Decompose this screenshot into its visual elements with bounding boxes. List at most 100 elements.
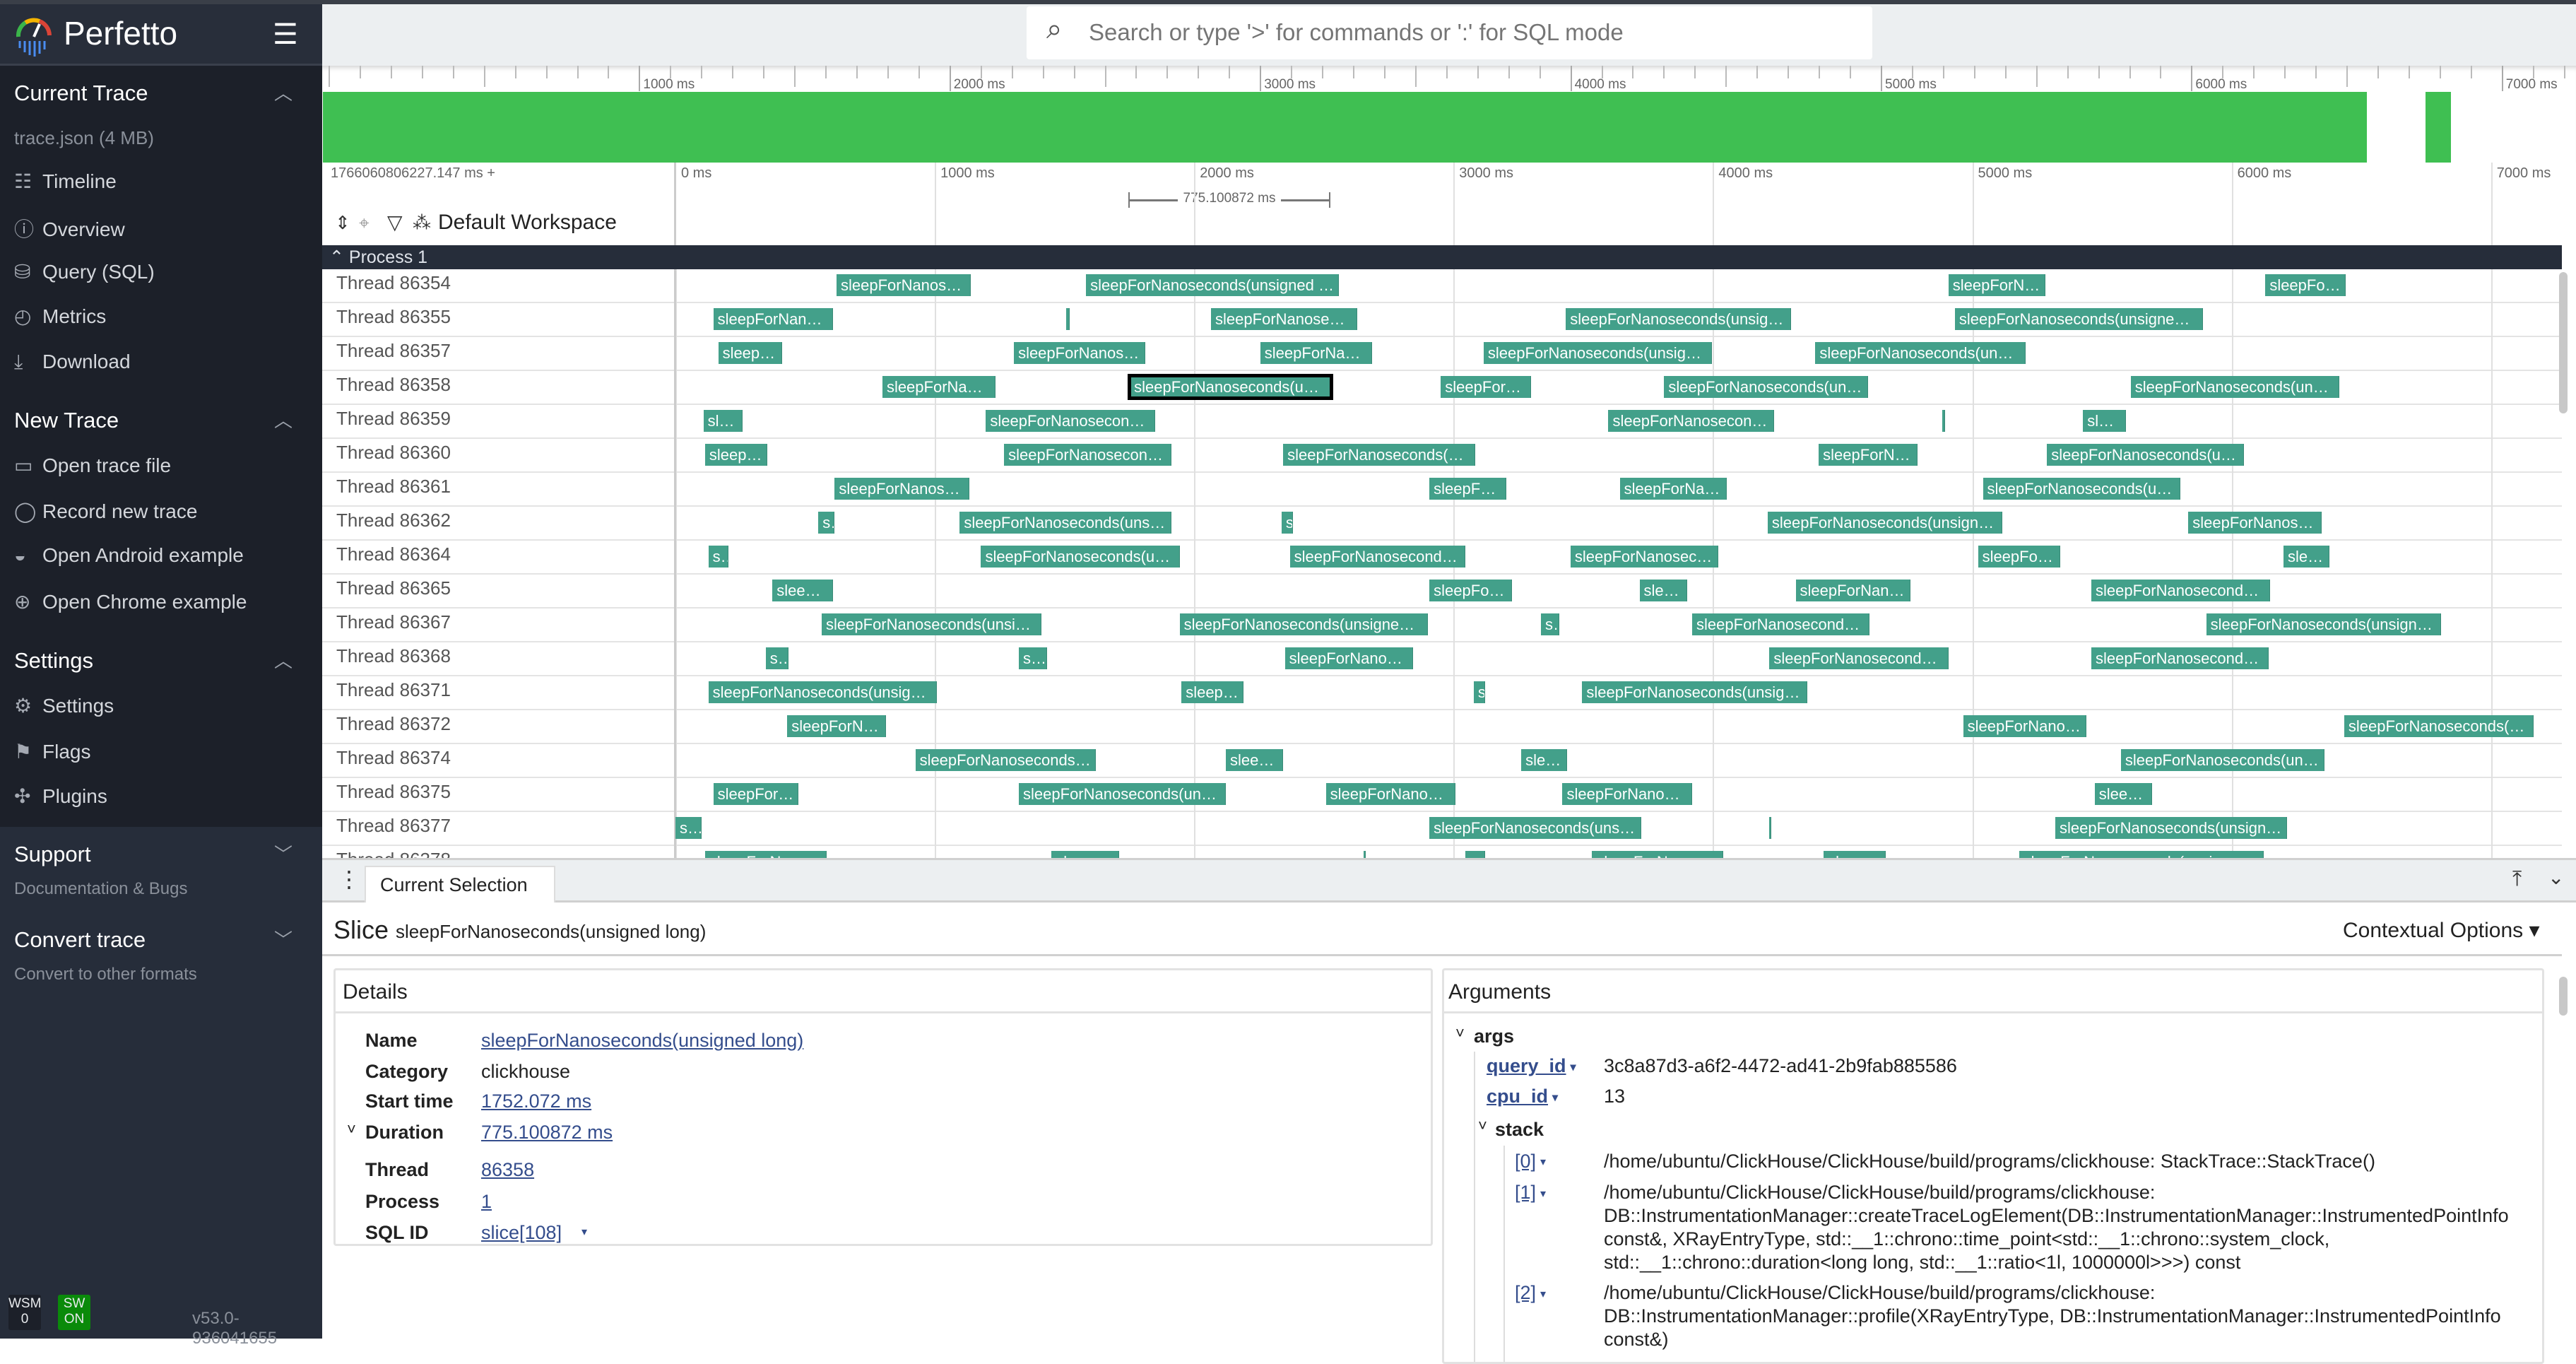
- slice[interactable]: sleepForNanoseconds(unsigned long): [1767, 512, 2003, 534]
- slice[interactable]: sleepForNanoseconds(unsigned long): [1795, 580, 1911, 601]
- slice[interactable]: sleepForNanoseconds(unsigned long): [1429, 478, 1507, 500]
- slice[interactable]: sleepForNanoseconds(unsigned long): [1225, 749, 1284, 771]
- thread-track[interactable]: Thread 86360 sleepForNanoseconds(unsigned…: [322, 439, 2562, 473]
- chevron-down-icon[interactable]: ˅: [1478, 1117, 1487, 1134]
- slice[interactable]: sleepForNanoseconds(unsigned long): [981, 546, 1180, 568]
- slice[interactable]: sleepForNanoseconds(unsigned long): [1086, 274, 1340, 296]
- stack-key-wrap[interactable]: [1] ▾: [1515, 1181, 1604, 1205]
- slice[interactable]: sleepForNanoseconds(unsigned long): [704, 851, 827, 858]
- stack-key[interactable]: [2]: [1515, 1282, 1537, 1304]
- slice[interactable]: sleepForNanoseconds(unsigned long): [708, 546, 728, 568]
- chevron-down-icon[interactable]: ﹀: [274, 844, 293, 865]
- thread-track[interactable]: Thread 86367 sleepForNanoseconds(unsigned…: [322, 608, 2562, 642]
- slice[interactable]: sleepForNanoseconds(unsigned long): [787, 715, 886, 737]
- slice[interactable]: sleepForNanoseconds(unsigned long): [1541, 613, 1559, 635]
- caret-down-icon[interactable]: ▾: [1540, 1187, 1547, 1200]
- detail-value[interactable]: 1752.072 ms: [481, 1090, 592, 1112]
- thread-track[interactable]: Thread 86357 sleepForNanoseconds(unsigned…: [322, 337, 2562, 371]
- slice[interactable]: sleepForNanoseconds(unsigned long): [1465, 851, 1486, 858]
- thread-track[interactable]: Thread 86372 sleepForNanoseconds(unsigned…: [322, 710, 2562, 744]
- slice[interactable]: sleepForNanoseconds(unsigned long): [1014, 342, 1145, 364]
- slice[interactable]: sleepForNanoseconds(unsigned long): [704, 444, 768, 466]
- caret-down-icon[interactable]: ▾: [1540, 1156, 1547, 1169]
- sidebar-item-open-android-example[interactable]: ◒ Open Android example: [14, 544, 244, 567]
- sidebar-item-record-new-trace[interactable]: ◯ Record new trace: [14, 500, 197, 523]
- slice[interactable]: sleepForNanoseconds(unsigned long): [713, 308, 834, 330]
- stack-key[interactable]: [3]: [1515, 1359, 1536, 1362]
- sidebar-item-metrics[interactable]: ◴ Metrics: [14, 305, 106, 328]
- slice[interactable]: sleepForNanoseconds(unsigned long): [1954, 308, 2204, 330]
- thread-track[interactable]: Thread 86355 sleepForNanoseconds(unsigned…: [322, 303, 2562, 337]
- slice[interactable]: sleepForNanoseconds(unsigned long): [1019, 647, 1047, 669]
- slice[interactable]: sleepForNanoseconds(unsigned long): [1963, 715, 2086, 737]
- search-input[interactable]: [1089, 13, 1859, 52]
- thread-track[interactable]: Thread 86374 sleepForNanoseconds(unsigned…: [322, 744, 2562, 778]
- slice[interactable]: sleepForNanoseconds(unsigned long): [1181, 681, 1244, 703]
- panel-scrollbar[interactable]: [2559, 977, 2568, 1016]
- thread-track[interactable]: Thread 86365 sleepForNanoseconds(unsigned…: [322, 575, 2562, 608]
- chevron-down-icon[interactable]: ˅: [347, 1120, 356, 1138]
- slice[interactable]: sleepForNanoseconds(unsigned long): [1283, 444, 1476, 466]
- hamburger-menu-icon[interactable]: ☰: [273, 19, 298, 50]
- chevron-up-icon[interactable]: ︿: [274, 410, 293, 431]
- chevron-down-icon[interactable]: ⌄: [2548, 866, 2565, 888]
- slice[interactable]: sleepForNanoseconds(unsigned long): [703, 410, 743, 432]
- thread-track[interactable]: Thread 86361 sleepForNanoseconds(unsigned…: [322, 473, 2562, 507]
- args-group[interactable]: args: [1474, 1025, 1515, 1047]
- chevron-down-icon[interactable]: ﹀: [274, 929, 293, 951]
- slice[interactable]: sleepForNanoseconds(unsigned long): [675, 817, 702, 839]
- slice[interactable]: sleepForNanoseconds(unsigned long): [1284, 647, 1413, 669]
- thread-track[interactable]: Thread 86364 sleepForNanoseconds(unsigned…: [322, 541, 2562, 575]
- slice[interactable]: sleepForNanoseconds(unsigned long): [1004, 444, 1172, 466]
- thread-track[interactable]: Thread 86362 sleepForNanoseconds(unsigned…: [322, 507, 2562, 541]
- slice[interactable]: sleepForNanoseconds(unsigned long): [1570, 546, 1719, 568]
- detail-value[interactable]: 775.100872 ms: [481, 1122, 613, 1143]
- unpin-icon[interactable]: ⌖: [359, 212, 370, 233]
- sidebar-item-query[interactable]: ⛁ Query (SQL): [14, 260, 155, 283]
- slice[interactable]: sleepForNanoseconds(unsigned long): [822, 613, 1042, 635]
- tab-current-selection[interactable]: Current Selection: [365, 866, 555, 903]
- slice[interactable]: sleepForNanoseconds(unsigned long): [718, 342, 783, 364]
- slice[interactable]: sleepForNanoseconds(unsigned long): [1815, 342, 2026, 364]
- stack-key[interactable]: [1]: [1515, 1182, 1537, 1204]
- slice[interactable]: sleepForNanoseconds(unsigned long): [1978, 546, 2060, 568]
- slice[interactable]: sleepForNanoseconds(unsigned long): [836, 274, 971, 296]
- sidebar-item-settings[interactable]: ⚙ Settings: [14, 694, 114, 717]
- stack-key[interactable]: [0]: [1515, 1151, 1537, 1172]
- slice[interactable]: sleepForNanoseconds(unsigned long): [708, 681, 937, 703]
- filter-icon[interactable]: ▽: [387, 211, 403, 233]
- slice[interactable]: [1942, 410, 1946, 432]
- slice[interactable]: sleepForNanoseconds(unsigned long): [765, 647, 789, 669]
- process-header[interactable]: ⌃ Process 1: [322, 245, 2562, 269]
- slice[interactable]: sleepForNanoseconds(unsigned long): [959, 512, 1172, 534]
- slice[interactable]: sleepForNanoseconds(unsigned long): [882, 376, 996, 398]
- slice[interactable]: sleepForNanoseconds(unsigned long): [2091, 580, 2271, 601]
- slice[interactable]: sleepForNanoseconds(unsigned long): [2130, 376, 2339, 398]
- stack-key-wrap[interactable]: [0] ▾: [1515, 1150, 1604, 1174]
- slice[interactable]: sleepForNanoseconds(unsigned long): [1289, 546, 1466, 568]
- thread-track[interactable]: Thread 86377 sleepForNanoseconds(unsigned…: [322, 812, 2562, 846]
- collapse-all-icon[interactable]: ⇕: [335, 212, 350, 233]
- slice[interactable]: [1066, 308, 1070, 330]
- omnibox[interactable]: ⌕: [1027, 6, 1872, 59]
- arg-key-cpu-id-wrap[interactable]: cpu_id ▾: [1487, 1086, 1558, 1107]
- chevron-up-icon[interactable]: ︿: [274, 83, 293, 104]
- slice[interactable]: sleepForNanoseconds(unsigned long): [1566, 308, 1791, 330]
- stack-key-wrap[interactable]: [2] ▾: [1515, 1281, 1604, 1305]
- slice[interactable]: sleepForNanoseconds(unsigned long): [818, 512, 835, 534]
- detail-value[interactable]: 1: [481, 1191, 492, 1212]
- thread-track[interactable]: Thread 86354 sleepForNanoseconds(unsigned…: [322, 269, 2562, 303]
- caret-down-icon[interactable]: ▾: [1552, 1091, 1559, 1104]
- track-area[interactable]: Thread 86354 sleepForNanoseconds(unsigned…: [322, 269, 2562, 858]
- arg-key-query-id[interactable]: query_id: [1487, 1055, 1566, 1076]
- arg-key-query-id-wrap[interactable]: query_id ▾: [1487, 1055, 1576, 1077]
- slice[interactable]: sleepForNanoseconds(unsigned long): [772, 580, 834, 601]
- section-support[interactable]: Support: [14, 842, 91, 866]
- section-new-trace[interactable]: New Trace: [14, 408, 119, 433]
- tracks-scrollbar[interactable]: [2559, 272, 2568, 413]
- sidebar-item-overview[interactable]: ⓘ Overview: [14, 214, 125, 242]
- chevron-up-icon[interactable]: ︿: [274, 650, 293, 671]
- selected-slice[interactable]: sleepForNanoseconds(unsigned long): [1128, 374, 1333, 400]
- sidebar-item-download[interactable]: ⤓ Download: [14, 351, 131, 374]
- contextual-options-button[interactable]: Contextual Options ▾: [2343, 919, 2540, 942]
